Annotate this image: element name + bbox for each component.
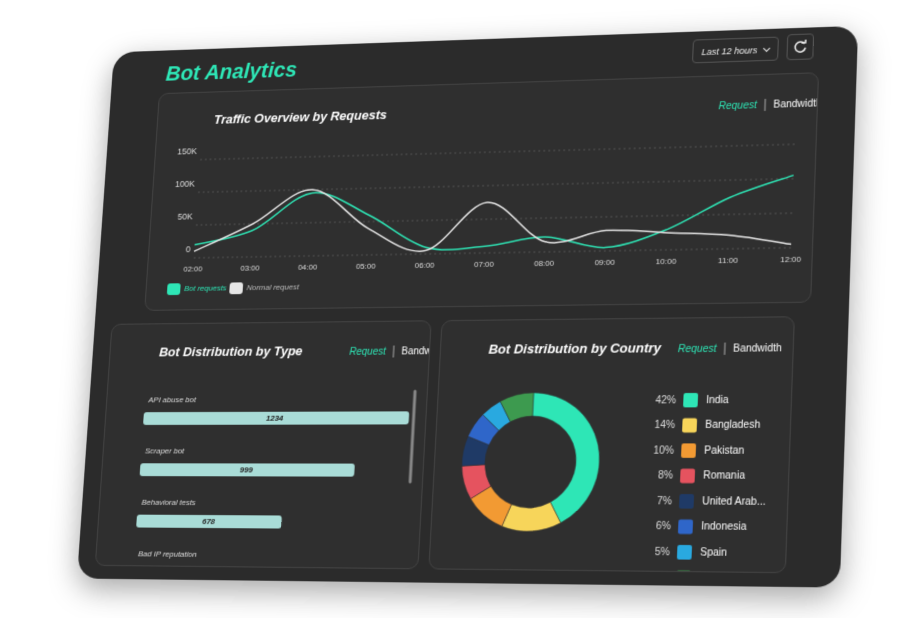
bar-label: Bad IP reputation [138, 549, 197, 559]
legend-value: 10% [653, 445, 675, 457]
legend-swatch [675, 570, 692, 586]
type-panel: Bot Distribution by Type Request Bandwidth… [94, 320, 448, 583]
bar-label: Scraper bot [145, 446, 186, 455]
legend-swatch [682, 418, 698, 433]
legend-swatch [166, 283, 181, 296]
traffic-chart: Traffic Overview by Requests Request Bandw… [166, 73, 822, 296]
legend-label: India [706, 394, 730, 406]
bar-value: 678 [202, 517, 216, 526]
x-tick-label: 09:00 [594, 258, 615, 268]
legend-value: 5% [655, 546, 671, 558]
x-tick-label: 04:00 [298, 263, 318, 272]
legend-value: 14% [654, 420, 676, 432]
scrollbar [410, 391, 415, 482]
grid-line [196, 213, 792, 225]
bar [132, 566, 401, 583]
tab[interactable]: Bandwidth [401, 345, 448, 357]
legend-label: Bangladesh [705, 419, 761, 431]
bar-value: 999 [240, 465, 254, 474]
legend-label: Bot requests [184, 283, 227, 293]
refresh-button[interactable] [786, 33, 815, 61]
dashboard: Bot Analytics Last 12 hours Traffic Over… [76, 25, 859, 588]
legend-label: Indonesia [701, 521, 748, 533]
tab[interactable]: Bandwidth [733, 342, 782, 354]
legend-value: 7% [657, 495, 673, 507]
donut-slice [527, 392, 602, 523]
x-tick-label: 03:00 [240, 263, 260, 272]
tab[interactable]: Request [349, 346, 387, 358]
type-chart: Bot Distribution by Type Request Bandwidth… [132, 321, 448, 583]
panel-title: Bot Distribution by Type [159, 344, 303, 359]
tab[interactable]: Request [718, 100, 758, 112]
app-title: Bot Analytics [165, 57, 298, 86]
donut-slice [482, 401, 511, 430]
legend-label: Romania [703, 470, 746, 482]
y-tick-label: 100K [175, 179, 195, 189]
panel-title: Traffic Overview by Requests [213, 108, 387, 127]
donut-slice [502, 502, 562, 532]
panel-title: Bot Distribution by Country [488, 341, 662, 357]
y-tick-label: 0 [185, 245, 190, 255]
legend-swatch [681, 443, 697, 458]
y-tick-label: 150K [177, 146, 197, 156]
legend-value: 6% [656, 521, 672, 533]
legend-swatch [676, 544, 693, 560]
country-chart: Bot Distribution by Country Request Bandwi… [429, 317, 782, 586]
legend-label: United Arab... [702, 496, 766, 508]
legend-value: 8% [658, 470, 674, 482]
grid-line [200, 144, 795, 159]
x-tick-label: 11:00 [718, 256, 739, 266]
donut-slice [499, 393, 533, 422]
x-tick-label: 12:00 [780, 255, 802, 265]
bar [143, 411, 410, 425]
donut-slice [462, 436, 490, 466]
legend-swatch [677, 519, 694, 535]
country-panel: Bot Distribution by Country Request Bandwi… [428, 316, 795, 586]
donut-slice [460, 465, 492, 499]
legend-value: 42% [655, 395, 676, 407]
legend-swatch [679, 468, 696, 484]
tab[interactable]: Bandwidth [773, 98, 822, 111]
tab[interactable]: Request [678, 343, 718, 355]
grid-line [194, 248, 791, 258]
bar [139, 463, 355, 477]
legend-swatch [683, 392, 699, 408]
bar-label: Behavioral tests [141, 498, 196, 507]
legend-swatch [678, 494, 695, 509]
x-tick-label: 07:00 [474, 260, 495, 270]
x-tick-label: 08:00 [534, 259, 555, 269]
grid-line [198, 179, 793, 193]
tab-separator [393, 346, 394, 358]
legend-swatch [229, 282, 244, 295]
y-tick-label: 50K [177, 212, 193, 222]
bar-value: 1234 [266, 414, 284, 423]
bar [136, 514, 282, 529]
legend-label: Normal request [246, 282, 300, 292]
traffic-panel: Traffic Overview by Requests Request Bandw… [144, 72, 822, 311]
bar-label: API abuse bot [147, 395, 197, 404]
x-tick-label: 05:00 [356, 262, 377, 271]
range-select[interactable]: Last 12 hours [691, 36, 779, 64]
x-tick-label: 06:00 [415, 261, 436, 270]
x-tick-label: 02:00 [183, 264, 203, 273]
refresh-icon [787, 34, 813, 59]
legend-label: Spain [700, 547, 727, 559]
legend-label: Pakistan [704, 445, 744, 457]
x-tick-label: 10:00 [656, 257, 678, 267]
